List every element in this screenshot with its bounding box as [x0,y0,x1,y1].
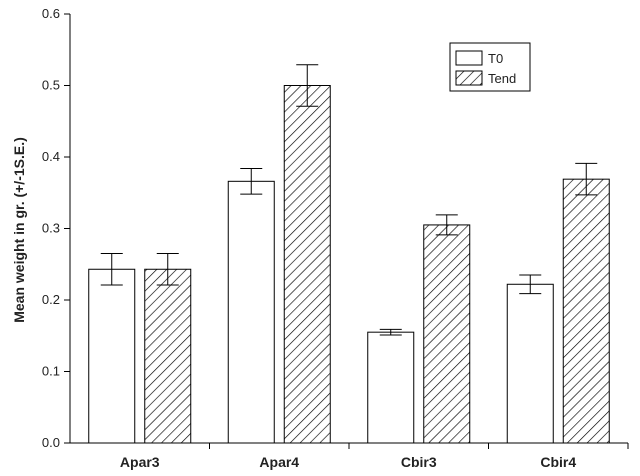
bar-tend-cbir4 [562,178,610,444]
y-tick-label: 0.1 [42,364,60,379]
y-tick-label: 0.5 [42,78,60,93]
legend-label-tend: Tend [488,71,516,86]
y-tick-label: 0.0 [42,435,60,450]
y-tick-label: 0.4 [42,149,60,164]
legend-label-t0: T0 [488,51,503,66]
bar-t0-apar3 [88,268,136,444]
bar-t0-apar4 [227,180,275,444]
plot-area: 0.0 0.1 0.2 0.3 0.4 0.5 0.6 Apar3 Apar4 Cbir3 Cbir… [42,6,629,470]
legend-swatch-tend [455,70,483,86]
y-tick-label: 0.2 [42,292,60,307]
bar-t0-cbir4 [506,283,554,444]
bar-t0-cbir3 [367,331,415,444]
bar-tend-cbir3 [423,224,471,444]
legend-swatch-t0 [455,50,483,66]
y-tick-label: 0.3 [42,221,60,236]
x-tick-label: Cbir4 [540,454,576,470]
bar-tend-apar4 [283,85,331,444]
x-tick-label: Cbir3 [401,454,437,470]
bar-tend-apar3 [144,268,192,444]
x-tick-label: Apar3 [120,454,160,470]
x-tick-label: Apar4 [259,454,299,470]
y-axis-label: Mean weight in gr. (+/-1S.E.) [11,137,27,323]
y-tick-label: 0.6 [42,6,60,21]
